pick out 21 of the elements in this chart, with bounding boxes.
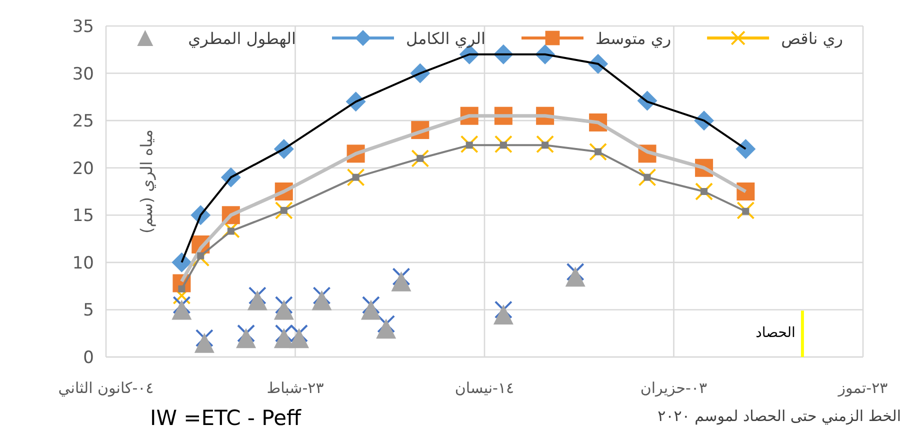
x-axis-title: الخط الزمني حتى الحصاد لموسم ٢٠٢٠ [658,407,901,425]
legend-label: الري الكامل [406,29,486,48]
x-tick-label: ٠٤-كانون الثاني [58,379,154,397]
text: IW =ETC - Peff [150,406,302,430]
y-tick-label: 5 [83,300,94,321]
x-tick-label: ١٤-نيسان [454,379,514,397]
y-tick-label: 0 [83,348,94,368]
y-tick-label: 20 [72,158,94,179]
y-tick-label: 10 [72,253,94,274]
legend-label: الهطول المطري [188,29,296,48]
x-tick-label: ٠٣-حزيران [640,379,708,397]
legend-label: ري ناقص [781,29,843,48]
y-tick-label: 25 [72,112,94,132]
ref-line-label: الحصاد [756,325,796,341]
legend-label: ري متوسط [595,29,672,48]
y-tick-label: 15 [72,206,94,226]
y-tick-label: 35 [72,17,94,37]
y-axis-title: مياه الري (سم) [137,129,156,234]
x-tick-label: ٢٣-تموز [837,379,888,397]
y-tick-label: 30 [72,64,94,84]
x-tick-label: ٢٣-شباط [266,379,324,397]
